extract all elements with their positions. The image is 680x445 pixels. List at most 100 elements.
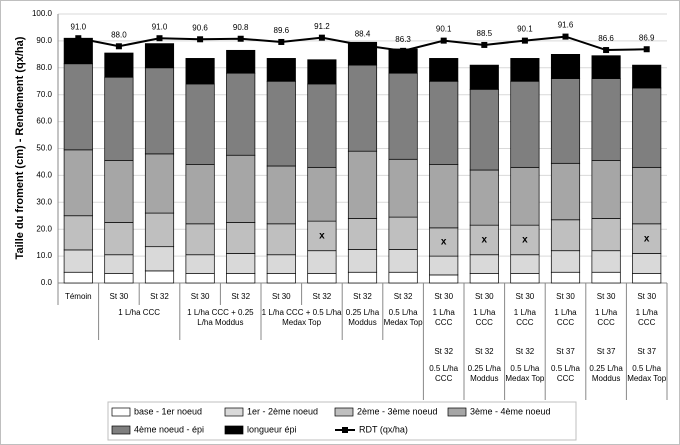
rdt-marker xyxy=(521,37,528,44)
legend-swatch xyxy=(224,425,244,435)
legend-label: base - 1er noeud xyxy=(134,406,202,416)
x-group-label: 0.5 L/ha Medax Top xyxy=(383,308,423,327)
data-label: 88.0 xyxy=(111,30,127,39)
y-tick-label: 10.0 xyxy=(36,251,52,260)
x-group-label: 0.25 L/ha Moddus xyxy=(589,364,623,383)
bar-segment xyxy=(266,58,296,82)
bar-segment xyxy=(185,164,215,225)
bar-segment xyxy=(347,271,378,284)
y-tick-label: 70.0 xyxy=(36,90,52,99)
x-group-label: 1 L/ha CCC xyxy=(594,308,618,327)
data-label: 90.6 xyxy=(192,23,208,32)
bar-segment xyxy=(388,271,418,284)
legend-label: 3ème - 4ème noeud xyxy=(470,406,551,416)
bar-segment xyxy=(429,80,459,165)
bar-segment xyxy=(429,58,459,82)
bar-segment xyxy=(550,271,581,284)
bar-segment xyxy=(347,150,378,219)
legend-swatch xyxy=(224,407,244,417)
x-group-label: 1 L/ha CCC xyxy=(635,308,658,327)
bar-segment xyxy=(632,166,662,225)
rdt-marker xyxy=(115,43,122,50)
bar-segment xyxy=(63,249,93,273)
bar-segment xyxy=(307,59,337,85)
bar-segment xyxy=(104,254,134,274)
rdt-marker xyxy=(278,38,285,45)
x-group-label: 1 L/ha CCC xyxy=(432,308,455,327)
data-label: 90.1 xyxy=(517,25,533,34)
bar-segment xyxy=(591,78,621,161)
bar-segment xyxy=(632,223,662,254)
bar-segment xyxy=(104,222,134,256)
annotation: x xyxy=(522,235,528,246)
bar-segment xyxy=(226,72,256,156)
x-group-label: 1 L/ha CCC + 0.5 L/ha Medax Top xyxy=(261,308,342,327)
x-tick-label: St 30 xyxy=(474,292,494,301)
bar-segment xyxy=(266,165,296,225)
bar-segment xyxy=(550,53,581,79)
data-label: 90.8 xyxy=(233,23,249,32)
y-tick-label: 80.0 xyxy=(36,63,52,72)
legend-label: RDT (qx/ha) xyxy=(359,424,408,434)
bar-segment xyxy=(226,49,256,74)
bar-segment xyxy=(510,80,540,168)
bar-segment xyxy=(388,249,418,273)
x-group-label: 1 L/ha CCC xyxy=(118,308,161,317)
data-label: 86.6 xyxy=(598,34,614,43)
x-tick-label: St 32 xyxy=(312,292,332,301)
rdt-marker xyxy=(359,42,366,49)
x-tick-label: St 30 xyxy=(515,292,535,301)
bar-segment xyxy=(226,273,256,284)
rdt-marker xyxy=(562,33,569,40)
bar-segment xyxy=(63,63,93,151)
bar-segment xyxy=(632,64,662,89)
bar-segment xyxy=(185,273,215,284)
x-group-label: St 37 xyxy=(637,347,657,356)
legend-label: longueur épi xyxy=(247,424,297,434)
data-label: 86.3 xyxy=(395,35,411,44)
annotation: x xyxy=(482,235,488,246)
bar-segment xyxy=(144,153,175,214)
bar-segment xyxy=(591,250,621,273)
bar-segment xyxy=(307,250,337,274)
data-label: 91.2 xyxy=(314,22,330,31)
bar-segment xyxy=(307,166,337,222)
legend-swatch xyxy=(111,425,131,435)
legend-marker xyxy=(342,427,348,433)
bar-segment xyxy=(388,72,418,160)
x-tick-label: St 32 xyxy=(231,292,251,301)
bar-segment xyxy=(469,88,499,171)
y-tick-label: 100.0 xyxy=(32,9,53,18)
bar-segment xyxy=(469,169,499,226)
bar-segment xyxy=(469,64,499,90)
bar-segment xyxy=(104,160,134,223)
x-tick-label: St 30 xyxy=(434,292,454,301)
bar-segment xyxy=(510,273,540,284)
bar-segment xyxy=(469,224,499,256)
data-label: 89.6 xyxy=(274,26,290,35)
x-group-label: 0.5 L/ha CCC xyxy=(429,364,459,383)
x-group-label: St 37 xyxy=(596,347,616,356)
y-tick-label: 30.0 xyxy=(36,197,52,206)
x-group-label: 0.5 L/ha CCC xyxy=(551,364,580,383)
bar-segment xyxy=(144,43,175,69)
data-label: 88.5 xyxy=(477,29,493,38)
bar-segment xyxy=(429,227,459,257)
y-tick-label: 20.0 xyxy=(36,224,52,233)
bar-segment xyxy=(510,254,540,274)
x-group-label: St 37 xyxy=(556,347,575,356)
bar-segment xyxy=(144,270,175,284)
x-group-label: 1 L/ha CCC xyxy=(473,308,496,327)
bar-segment xyxy=(226,253,256,274)
rdt-marker xyxy=(440,37,447,44)
data-label: 91.6 xyxy=(558,21,574,30)
legend-label: 4ème noeud - épi xyxy=(134,424,204,434)
x-tick-label: St 32 xyxy=(150,292,169,301)
bar-segment xyxy=(469,273,499,284)
bar-segment xyxy=(144,246,175,272)
bar-segment xyxy=(469,254,499,274)
legend-label: 2ème - 3ème noeud xyxy=(357,406,438,416)
bar-segment xyxy=(632,273,662,284)
